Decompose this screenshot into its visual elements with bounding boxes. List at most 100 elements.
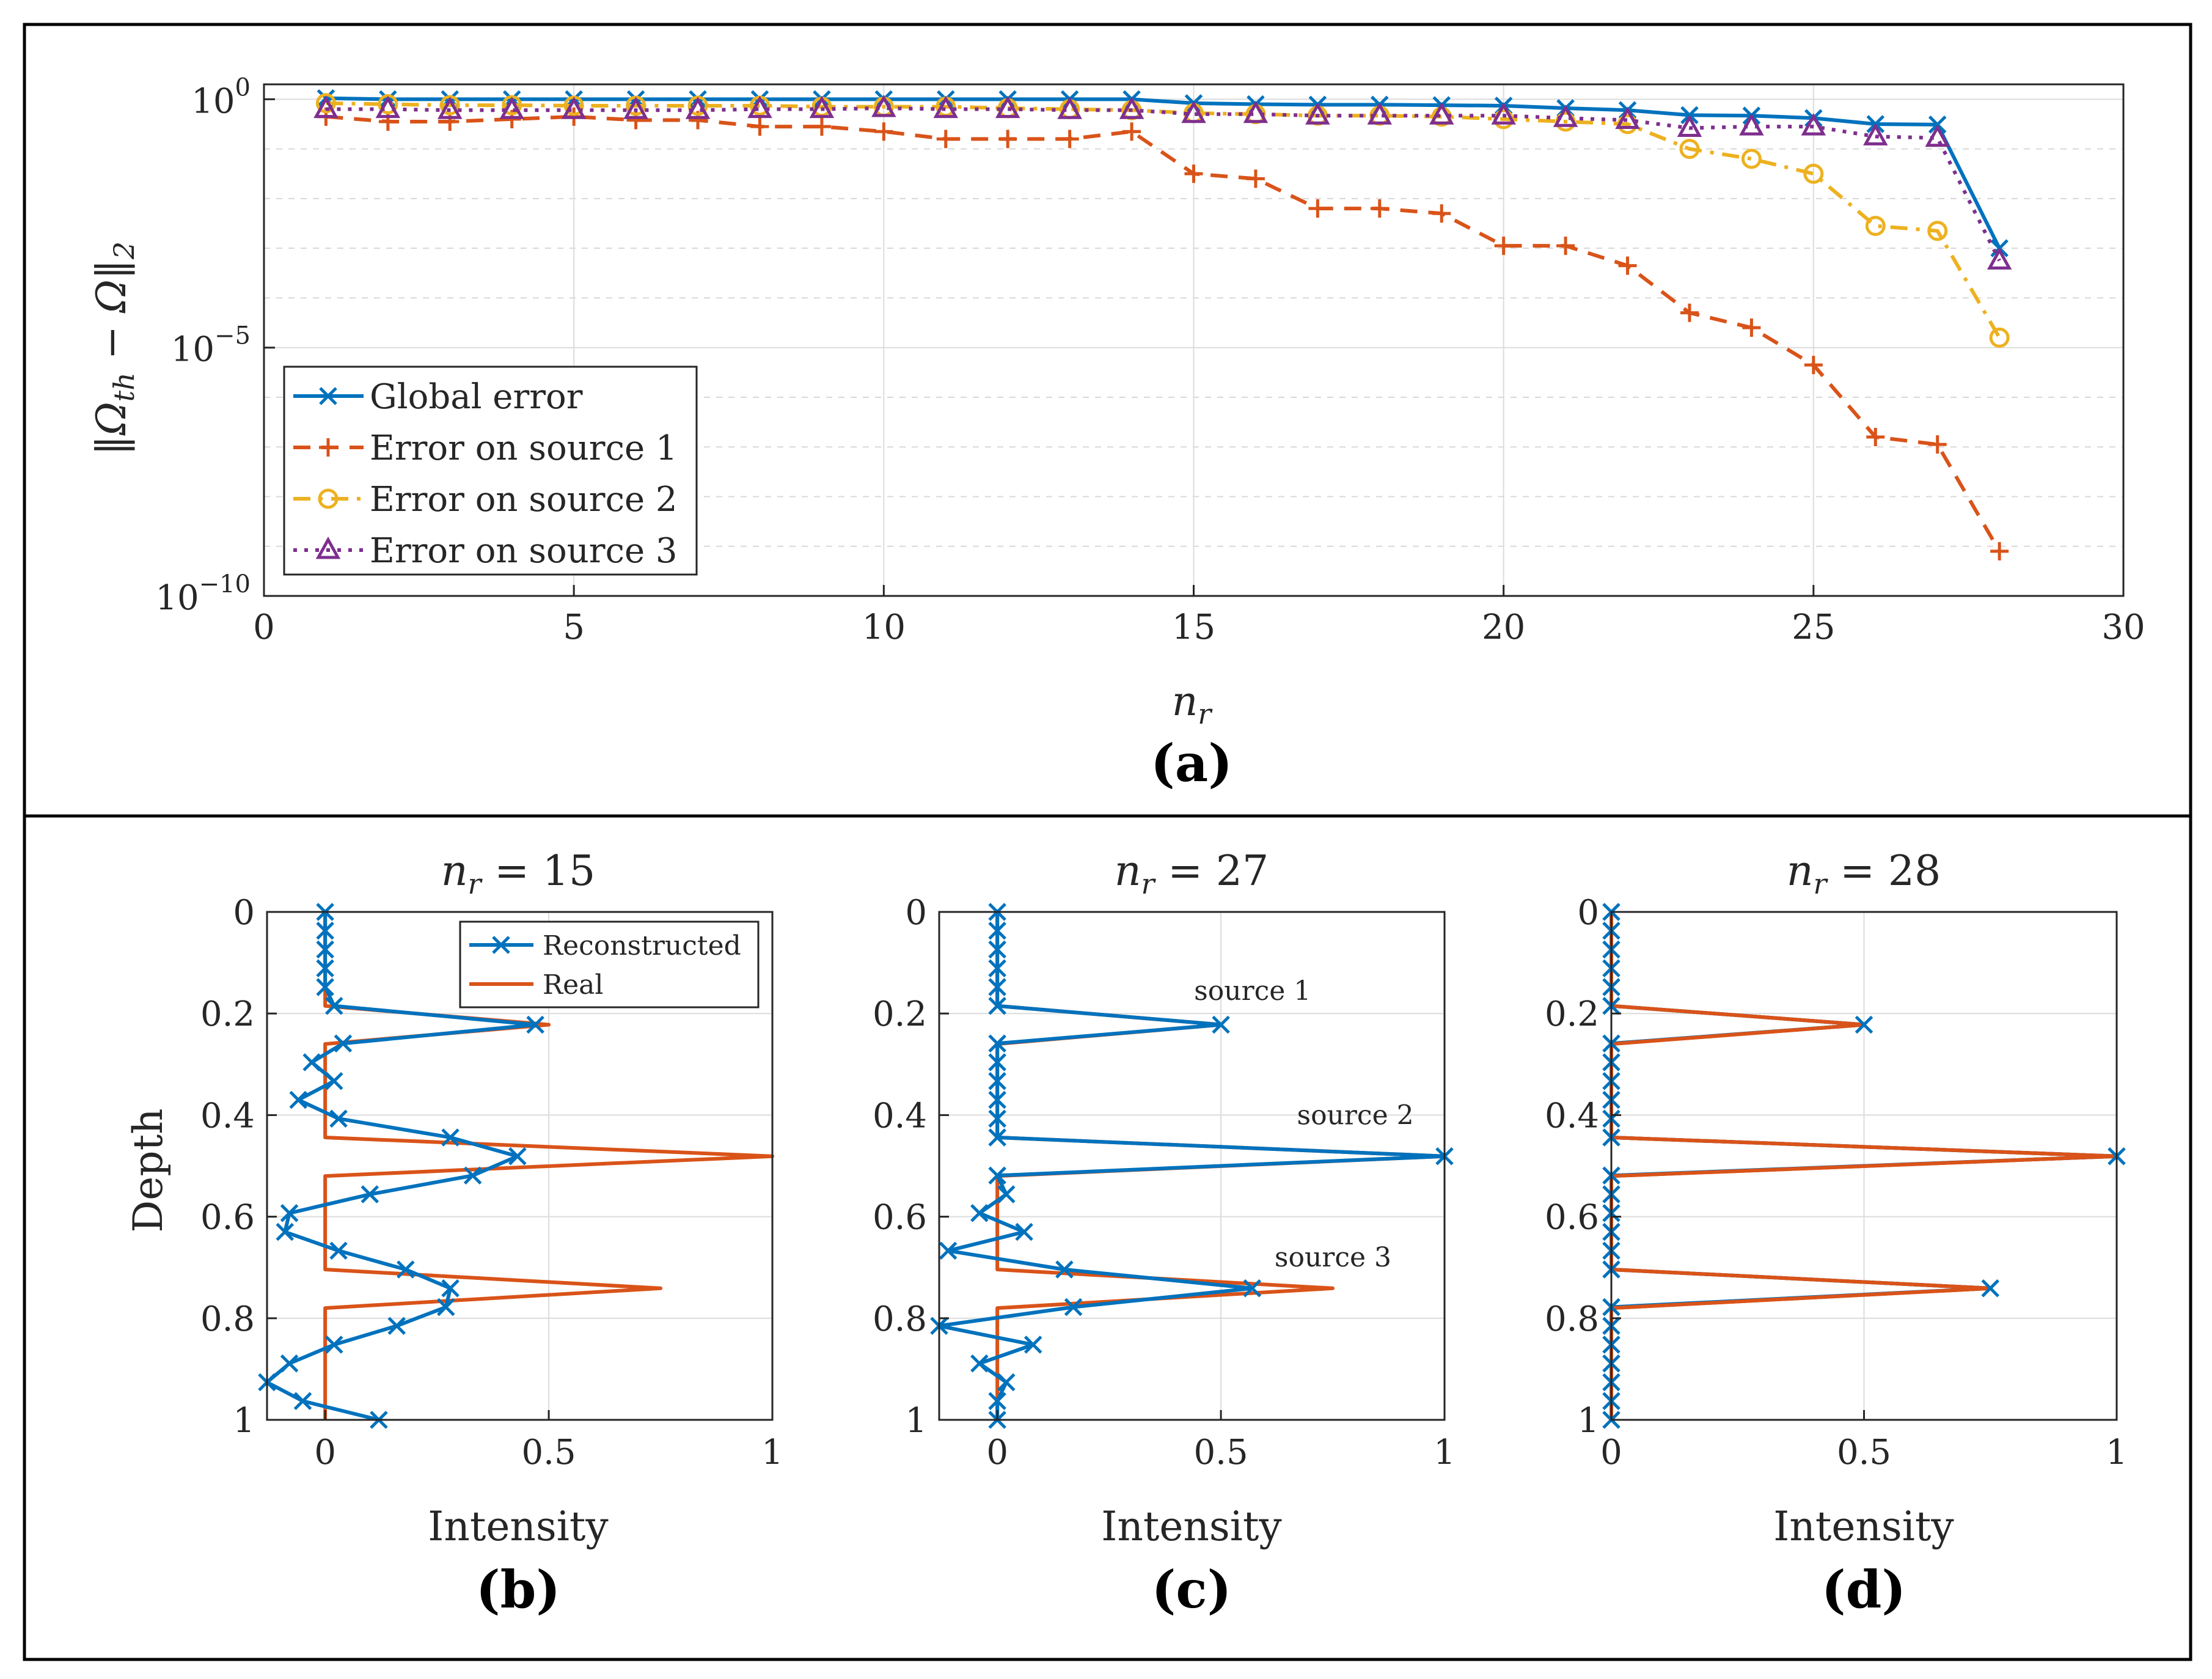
panel-d-label: (d)	[1822, 1559, 1906, 1620]
panel-b-label: (b)	[476, 1559, 560, 1620]
data-point-reconstructed	[334, 1034, 353, 1053]
x-tick-label: 0	[253, 608, 275, 647]
panel-b: nr = 15 0 0.5 1 0 0.2 0.4 0.6 0.8 1 Reconstructed R…	[200, 847, 783, 1472]
data-point-source1	[812, 117, 831, 136]
legend-label-source3: Error on source 3	[370, 531, 678, 571]
y-tick-label: 1	[1577, 1401, 1599, 1441]
data-point-reconstructed	[988, 921, 1006, 940]
data-point-reconstructed	[988, 978, 1006, 996]
annotation-label: source 1	[1194, 975, 1311, 1007]
y-tick-label: 0.6	[873, 1198, 927, 1238]
data-point-source1	[1308, 199, 1327, 218]
data-point-source3	[1305, 102, 1330, 125]
data-point-reconstructed	[325, 1335, 343, 1354]
data-point-reconstructed	[387, 1317, 406, 1335]
legend-marker-source1	[319, 438, 337, 457]
data-point-reconstructed	[988, 940, 1006, 959]
y-tick-label: 0.4	[200, 1096, 255, 1136]
data-point-reconstructed	[988, 1090, 1006, 1109]
panel-d-xlabel: Intensity	[1773, 1503, 1954, 1550]
annotation-label: source 2	[1297, 1100, 1413, 1131]
data-point-source1	[1556, 237, 1575, 255]
data-point-reconstructed	[316, 959, 334, 978]
frame-bottom	[23, 814, 2192, 1661]
legend-label-source1: Error on source 1	[370, 428, 678, 468]
panel-c-xlabel: Intensity	[1101, 1503, 1282, 1550]
x-tick-label: 1	[1434, 1433, 1456, 1472]
data-point-reconstructed	[1855, 1015, 1873, 1034]
data-point-source3	[933, 95, 959, 119]
panel-c-label: (c)	[1152, 1559, 1232, 1620]
y-tick-label: 0	[905, 893, 927, 933]
data-point-source1	[750, 117, 769, 136]
legend-label: Reconstructed	[543, 930, 741, 961]
legend-marker	[492, 936, 510, 954]
y-tick-label: 0.6	[1545, 1198, 1599, 1238]
data-point-reconstructed	[276, 1222, 295, 1241]
data-point-source2	[315, 93, 336, 114]
series-line-source3	[326, 106, 2001, 262]
data-point-source3	[623, 97, 648, 119]
data-point-source3	[1243, 100, 1269, 123]
plot-title: nr = 28	[1787, 847, 1941, 900]
legend-marker-global	[319, 387, 337, 405]
data-point-reconstructed	[1981, 1279, 2000, 1298]
data-point-source1	[1122, 122, 1141, 141]
data-point-reconstructed	[988, 1392, 1006, 1411]
panel-a-ylabel: ‖Ωth − Ω‖2	[88, 241, 141, 455]
data-point-source1	[1618, 256, 1637, 275]
x-tick-label: 10	[862, 608, 906, 647]
data-point-source1	[1680, 303, 1699, 322]
data-point-reconstructed	[293, 1392, 312, 1411]
y-tick-label: 10−5	[171, 322, 251, 370]
data-point-source3	[561, 97, 587, 119]
data-point-source2	[1865, 216, 1886, 237]
data-point-reconstructed	[280, 1204, 299, 1222]
data-point-source3	[1801, 112, 1826, 136]
data-point-source1	[936, 130, 955, 149]
y-tick-label: 0.4	[1545, 1096, 1599, 1136]
legend-label: Real	[543, 969, 603, 1001]
data-point-reconstructed	[1064, 1298, 1083, 1317]
x-tick-label: 25	[1792, 608, 1835, 647]
data-point-reconstructed	[325, 1071, 343, 1090]
x-tick-label: 5	[563, 608, 585, 647]
y-tick-label: 0	[1577, 893, 1599, 933]
x-tick-label: 30	[2101, 608, 2145, 647]
data-point-source1	[1990, 542, 2009, 560]
data-point-source1	[874, 122, 893, 141]
axes-box	[938, 911, 1446, 1421]
data-point-reconstructed	[441, 1279, 460, 1298]
series-line-global	[326, 96, 2001, 249]
data-point-reconstructed	[1243, 1279, 1262, 1298]
data-point-source3	[1429, 102, 1454, 125]
data-point-source2	[1989, 327, 2010, 348]
data-point-reconstructed	[988, 996, 1006, 1015]
data-point-source3	[1553, 105, 1578, 127]
data-point-reconstructed	[988, 1166, 1006, 1185]
data-point-reconstructed	[997, 1185, 1016, 1203]
axes-box	[266, 911, 774, 1421]
y-tick-label: 0.4	[873, 1096, 927, 1136]
data-point-source3	[1491, 102, 1516, 125]
x-tick-label: 0.5	[522, 1433, 576, 1472]
legend-marker-source3	[315, 536, 341, 559]
data-point-source1	[998, 130, 1017, 149]
data-point-reconstructed	[302, 1053, 321, 1071]
data-point-source2	[1741, 149, 1762, 169]
data-point-source2	[1927, 221, 1948, 241]
x-tick-label: 1	[761, 1433, 783, 1472]
data-point-reconstructed	[988, 1071, 1006, 1090]
data-point-source3	[1987, 247, 2012, 270]
legend-marker-source2	[318, 488, 339, 509]
x-tick-label: 15	[1172, 608, 1215, 647]
y-tick-label: 100	[191, 73, 251, 121]
plot-title: nr = 27	[1115, 847, 1269, 900]
data-point-reconstructed	[280, 1354, 299, 1373]
plot-title: nr = 15	[441, 847, 596, 900]
data-point-source3	[313, 95, 339, 119]
data-point-reconstructed	[526, 1015, 544, 1034]
data-point-source1	[1432, 204, 1451, 223]
data-point-source3	[871, 94, 896, 117]
data-point-source3	[1677, 114, 1702, 138]
